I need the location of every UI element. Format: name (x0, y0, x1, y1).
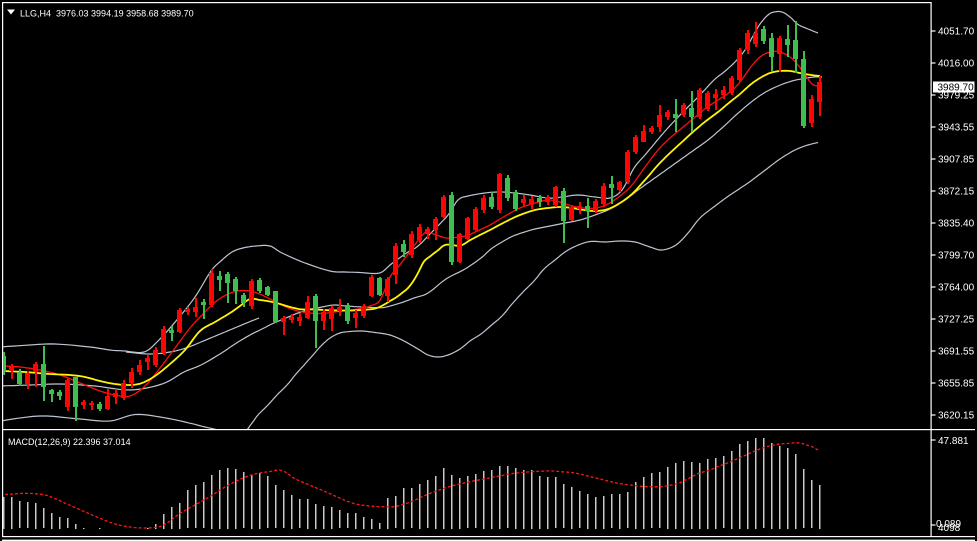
svg-text:3907.85: 3907.85 (938, 155, 975, 166)
svg-text:4016.00: 4016.00 (938, 59, 975, 70)
svg-text:MACD(12,26,9) 22.396 37.014: MACD(12,26,9) 22.396 37.014 (8, 437, 131, 447)
svg-text:3655.85: 3655.85 (938, 379, 975, 390)
svg-text:3989.70: 3989.70 (938, 83, 975, 94)
svg-text:3799.70: 3799.70 (938, 251, 975, 262)
svg-text:3943.55: 3943.55 (938, 123, 975, 134)
svg-text:3691.55: 3691.55 (938, 347, 975, 358)
svg-text:3979.25: 3979.25 (938, 91, 975, 102)
svg-text:3835.40: 3835.40 (938, 219, 975, 230)
svg-text:0.089: 0.089 (936, 519, 961, 530)
svg-text:4098: 4098 (938, 523, 961, 534)
svg-text:LLG,H4 3976.03 3994.19 3958.6: LLG,H4 3976.03 3994.19 3958.68 3989.70 (20, 9, 194, 19)
svg-text:3764.00: 3764.00 (938, 283, 975, 294)
svg-text:3727.25: 3727.25 (938, 315, 975, 326)
svg-text:47.881: 47.881 (938, 436, 969, 447)
svg-text:4051.70: 4051.70 (938, 27, 975, 38)
svg-text:3872.15: 3872.15 (938, 187, 975, 198)
svg-text:3620.15: 3620.15 (938, 411, 975, 422)
